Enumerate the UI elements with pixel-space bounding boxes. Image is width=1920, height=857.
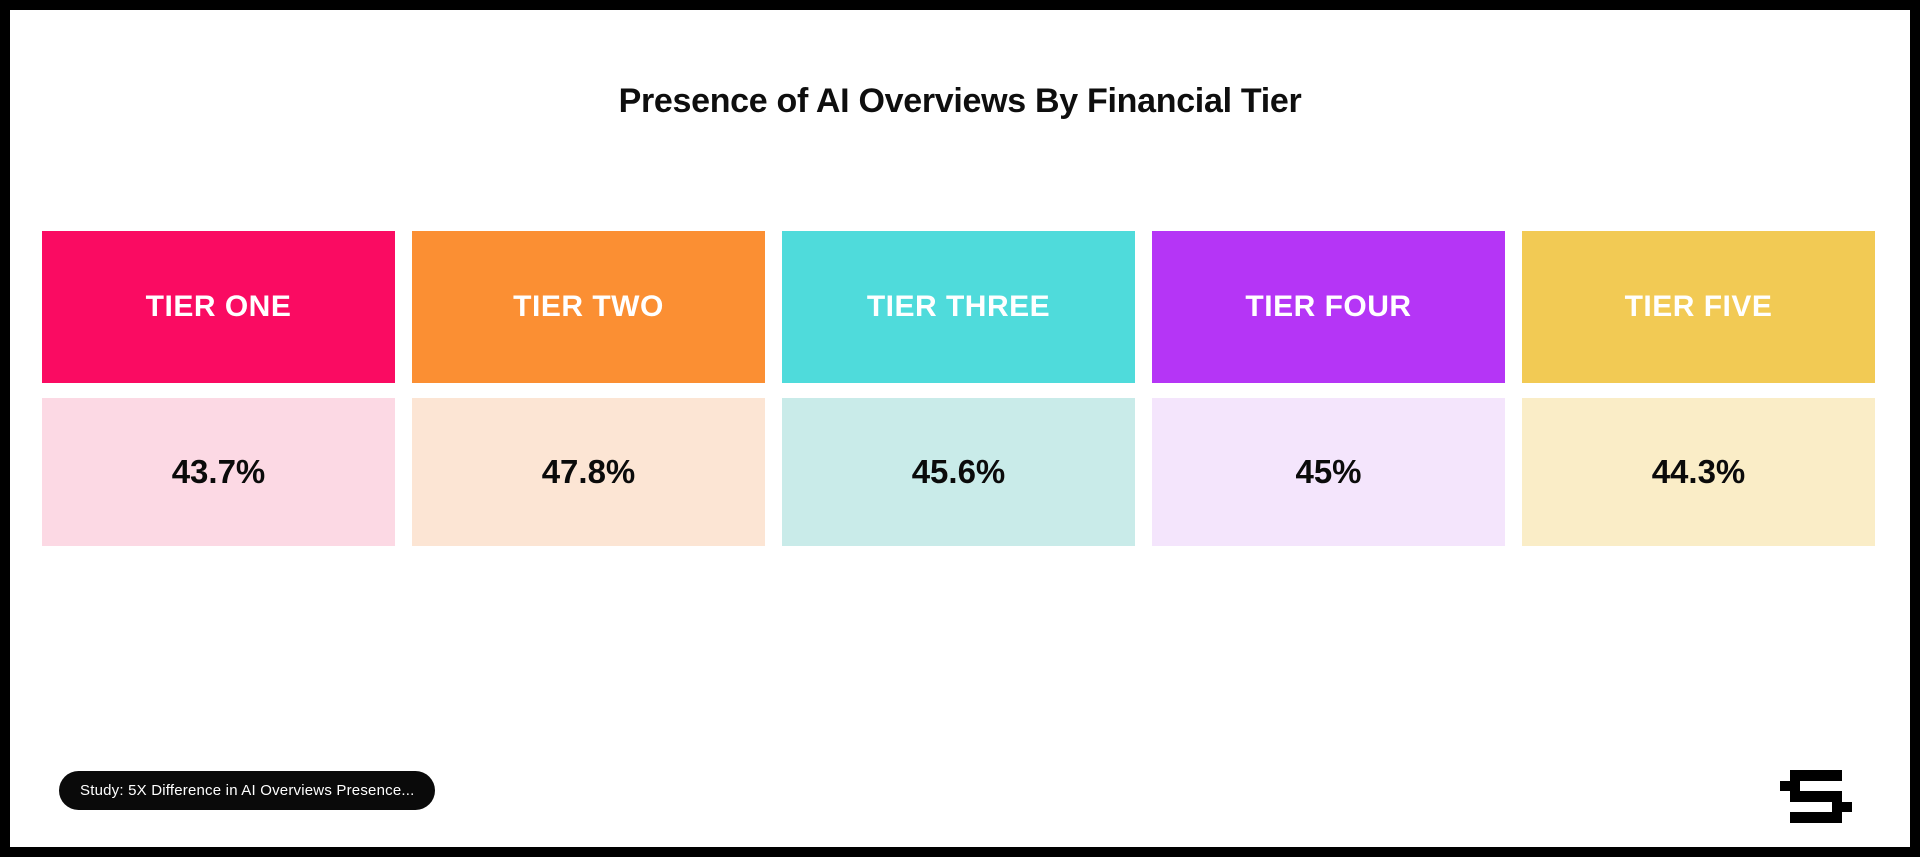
study-source-pill[interactable]: Study: 5X Difference in AI Overviews Pre… <box>59 771 436 810</box>
tier-one-value: 43.7% <box>171 453 266 490</box>
tier-one-header: TIER ONE <box>42 231 395 383</box>
tier-five-value-cell: 44.3% <box>1522 398 1875 546</box>
tier-five-value: 44.3% <box>1651 453 1746 490</box>
tier-column-three: TIER THREE 45.6% <box>782 231 1135 546</box>
tier-one-label: TIER ONE <box>145 290 292 323</box>
tier-four-value-cell: 45% <box>1152 398 1505 546</box>
tier-column-one: TIER ONE 43.7% <box>42 231 395 546</box>
tier-two-value: 47.8% <box>541 453 636 490</box>
tier-three-header: TIER THREE <box>782 231 1135 383</box>
tier-column-five: TIER FIVE 44.3% <box>1522 231 1875 546</box>
tier-one-value-cell: 43.7% <box>42 398 395 546</box>
tier-two-value-cell: 47.8% <box>412 398 765 546</box>
tier-three-value: 45.6% <box>911 453 1006 490</box>
tier-four-label: TIER FOUR <box>1245 290 1412 323</box>
tier-two-header: TIER TWO <box>412 231 765 383</box>
study-source-label: Study: 5X Difference in AI Overviews Pre… <box>80 782 415 799</box>
tier-two-label: TIER TWO <box>513 290 664 323</box>
tier-grid: TIER ONE 43.7% TIER TWO 47.8% TIER THREE… <box>42 231 1875 546</box>
tier-column-four: TIER FOUR 45% <box>1152 231 1505 546</box>
tier-four-header: TIER FOUR <box>1152 231 1505 383</box>
page-title: Presence of AI Overviews By Financial Ti… <box>618 82 1302 120</box>
tier-five-label: TIER FIVE <box>1624 290 1773 323</box>
tier-four-value: 45% <box>1295 453 1362 490</box>
tier-five-header: TIER FIVE <box>1522 231 1875 383</box>
tier-three-label: TIER THREE <box>866 290 1051 323</box>
tier-column-two: TIER TWO 47.8% <box>412 231 765 546</box>
tier-three-value-cell: 45.6% <box>782 398 1135 546</box>
s-mark-logo-icon <box>1780 770 1852 823</box>
